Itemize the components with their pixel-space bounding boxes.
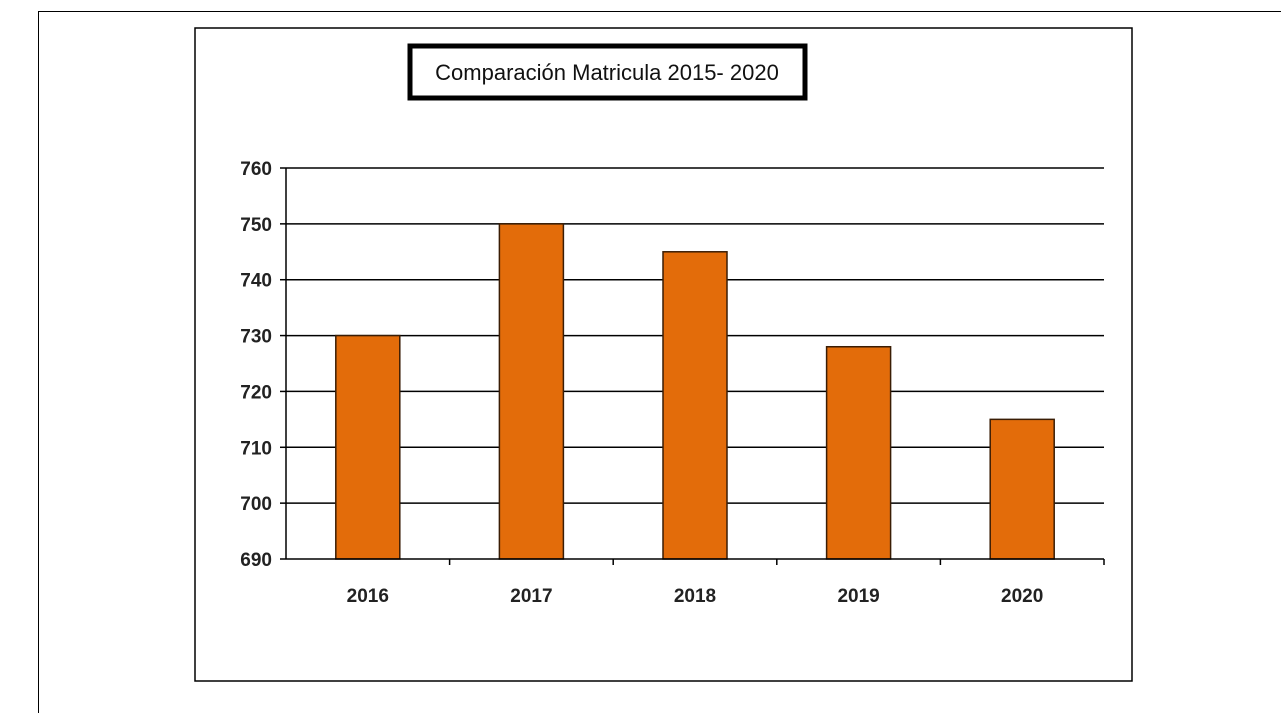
y-tick-label: 730 (240, 327, 272, 348)
bar (335, 334, 401, 560)
outer-frame (38, 11, 1281, 713)
y-tick-label: 740 (240, 271, 272, 292)
title-box (407, 43, 808, 101)
y-tick-label: 760 (240, 159, 272, 180)
x-category-label: 2017 (510, 586, 552, 607)
x-category-label: 2019 (837, 586, 879, 607)
bar-layer (335, 223, 1055, 560)
x-category-label: 2018 (674, 586, 716, 607)
y-tick-label: 710 (240, 438, 272, 459)
y-tick-label: 700 (240, 494, 272, 515)
y-tick-label: 720 (240, 382, 272, 403)
x-category-label: 2016 (347, 586, 389, 607)
bar (498, 223, 565, 560)
y-tick-label: 690 (240, 550, 272, 571)
bar (662, 251, 728, 560)
axis-layer: 690 700 710 720 730 740 750 760 2016 2017 2018 2019… (240, 159, 1105, 607)
bar (825, 345, 892, 560)
chart-title: Comparación Matricula 2015- 2020 (435, 60, 779, 85)
y-tick-label: 750 (240, 215, 272, 236)
bar (989, 418, 1055, 560)
x-category-label: 2020 (1001, 586, 1043, 607)
